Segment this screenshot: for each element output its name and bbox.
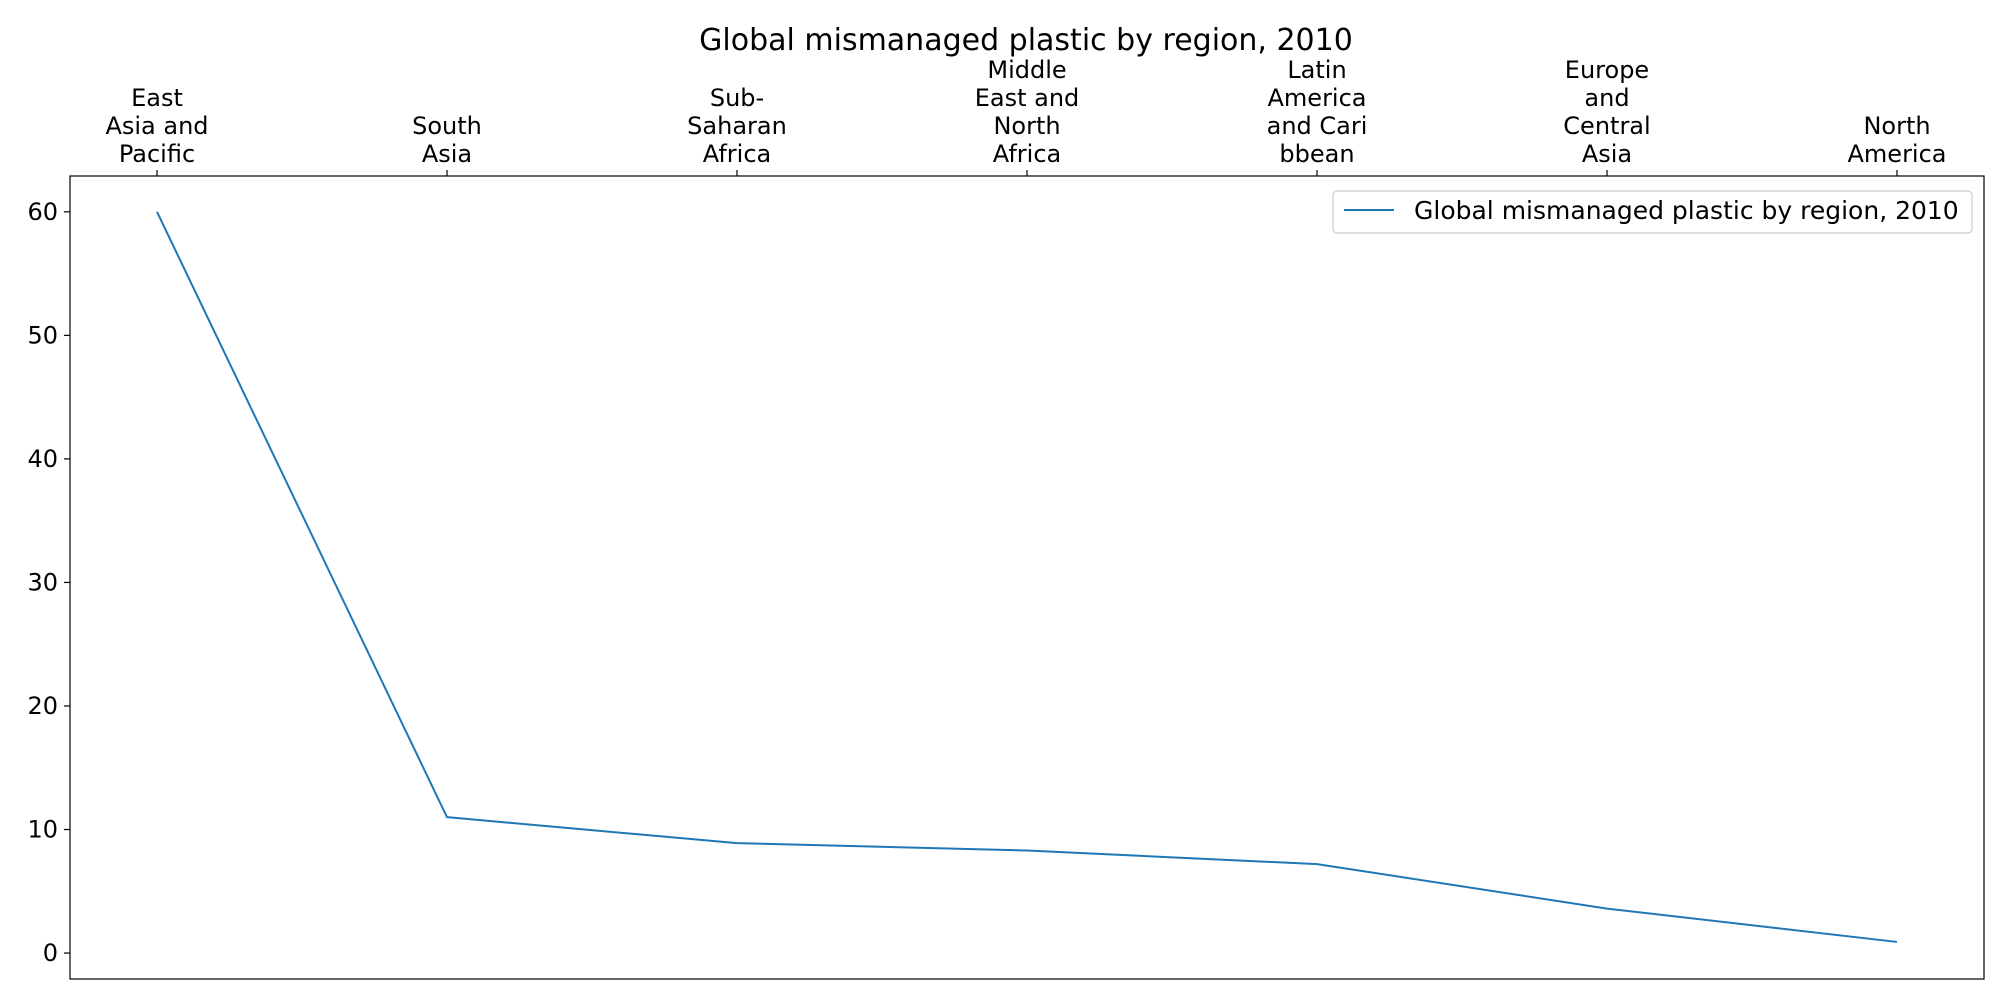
series-layer: [156, 211, 1898, 943]
x-tick-label: Latin America and Cari bbean: [1267, 56, 1368, 168]
y-tick-label: 40: [27, 445, 58, 473]
y-axis: 0 10 20 30 40 50 60: [27, 198, 70, 967]
x-tick-label: Middle East and North Africa: [975, 56, 1080, 168]
y-tick-label: 60: [27, 198, 58, 226]
y-tick-label: 50: [27, 321, 58, 349]
legend-series-label: Global mismanaged plastic by region, 201…: [1414, 196, 1959, 225]
x-tick-label: East Asia and Pacific: [105, 84, 208, 168]
chart-title: Global mismanaged plastic by region, 201…: [699, 23, 1353, 58]
legend: Global mismanaged plastic by region, 201…: [1332, 190, 1973, 234]
y-tick-label: 0: [43, 939, 58, 967]
x-tick-label: Europe and Central Asia: [1563, 56, 1650, 168]
x-axis: East Asia and Pacific South Asia Sub-Saharan A…: [105, 56, 1947, 176]
x-tick-label: North America: [1848, 112, 1947, 168]
y-tick-label: 30: [27, 568, 58, 596]
y-tick-label: 10: [27, 816, 58, 844]
x-tick-label: South Asia: [412, 112, 482, 168]
x-tick-label: Sub-Saharan Africa: [687, 84, 787, 168]
y-tick-label: 20: [27, 692, 58, 720]
series-line: [156, 211, 1898, 943]
plot-area-frame: [69, 175, 1985, 980]
legend-box: [1332, 190, 1973, 234]
